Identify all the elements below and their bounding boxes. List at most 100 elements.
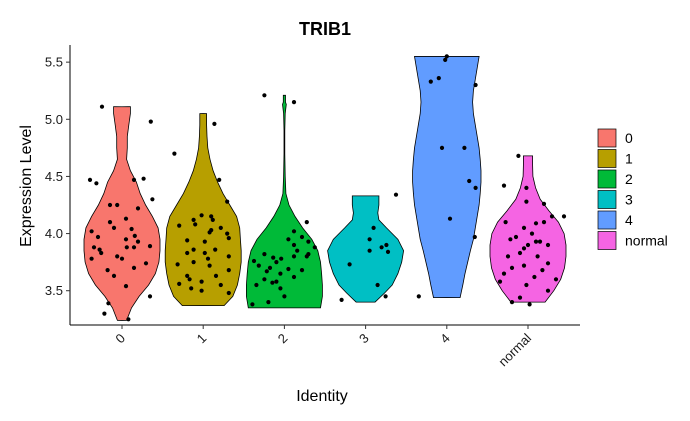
point-1-9 bbox=[218, 225, 223, 230]
point-normal-28 bbox=[524, 282, 529, 288]
point-2-18 bbox=[267, 265, 273, 270]
point-2-6 bbox=[291, 242, 297, 248]
point-4-0 bbox=[444, 54, 449, 59]
point-2-29 bbox=[266, 300, 271, 305]
point-0-21 bbox=[131, 245, 137, 250]
point-4-5 bbox=[439, 145, 445, 150]
point-1-19 bbox=[202, 250, 207, 256]
point-1-2 bbox=[225, 199, 230, 204]
point-2-15 bbox=[251, 258, 257, 264]
point-0-34 bbox=[126, 317, 131, 322]
point-2-4 bbox=[299, 234, 305, 240]
point-1-16 bbox=[191, 247, 196, 252]
x-tick-label-0: 0 bbox=[112, 331, 128, 347]
violin-normal bbox=[489, 155, 567, 303]
point-0-19 bbox=[147, 244, 153, 249]
point-normal-22 bbox=[521, 263, 527, 268]
x-tick-label-3: 3 bbox=[356, 331, 372, 347]
point-1-21 bbox=[205, 256, 211, 261]
point-2-7 bbox=[306, 239, 311, 244]
point-normal-0 bbox=[516, 153, 521, 158]
point-4-10 bbox=[472, 234, 477, 240]
point-3-9 bbox=[393, 192, 399, 197]
legend-swatch-normal bbox=[597, 231, 617, 250]
point-2-31 bbox=[304, 254, 309, 259]
y-tick-label-0: 3.5 bbox=[45, 283, 63, 298]
violin-4 bbox=[412, 55, 482, 299]
point-1-11 bbox=[207, 230, 212, 235]
point-normal-3 bbox=[524, 199, 529, 204]
point-0-0 bbox=[107, 202, 113, 208]
y-tick-label-4: 5.5 bbox=[45, 55, 63, 70]
point-1-23 bbox=[175, 262, 180, 267]
point-normal-9 bbox=[521, 225, 527, 230]
point-normal-26 bbox=[532, 274, 537, 280]
point-0-12 bbox=[89, 229, 94, 234]
point-0-28 bbox=[105, 268, 110, 273]
point-normal-8 bbox=[533, 221, 539, 226]
legend-label-1: 1 bbox=[625, 151, 633, 167]
point-0-13 bbox=[132, 233, 137, 238]
point-2-19 bbox=[286, 266, 291, 272]
point-4-7 bbox=[467, 178, 472, 184]
y-axis-title: Expression Level bbox=[18, 125, 35, 247]
point-normal-5 bbox=[549, 214, 555, 219]
point-normal-20 bbox=[535, 254, 540, 259]
point-1-8 bbox=[177, 223, 182, 228]
point-normal-21 bbox=[545, 261, 551, 266]
point-2-13 bbox=[271, 255, 276, 260]
point-normal-12 bbox=[537, 239, 543, 244]
point-3-8 bbox=[383, 294, 388, 299]
point-0-32 bbox=[102, 311, 107, 316]
point-3-4 bbox=[385, 249, 391, 254]
x-tick-label-5: normal bbox=[495, 330, 534, 369]
point-0-20 bbox=[97, 247, 102, 252]
point-0-7 bbox=[135, 206, 141, 211]
point-3-2 bbox=[379, 245, 384, 250]
point-0-27 bbox=[131, 265, 137, 270]
point-2-22 bbox=[278, 271, 283, 276]
point-2-0 bbox=[262, 93, 267, 98]
point-1-32 bbox=[226, 290, 231, 296]
point-1-7 bbox=[193, 222, 198, 227]
point-normal-32 bbox=[527, 302, 532, 307]
point-0-14 bbox=[95, 234, 101, 240]
legend-label-normal: normal bbox=[625, 233, 668, 249]
chart-title: TRIB1 bbox=[299, 19, 351, 39]
point-1-14 bbox=[185, 238, 190, 243]
point-3-6 bbox=[375, 282, 380, 288]
point-2-23 bbox=[291, 274, 297, 280]
point-normal-17 bbox=[521, 246, 527, 251]
point-2-30 bbox=[250, 302, 255, 307]
point-4-1 bbox=[443, 57, 448, 63]
legend: 0 1 2 3 4 normal bbox=[597, 128, 668, 250]
point-1-3 bbox=[199, 213, 204, 218]
point-1-1 bbox=[217, 177, 222, 182]
point-1-20 bbox=[226, 254, 231, 259]
point-normal-1 bbox=[501, 183, 507, 188]
y-tick-label-1: 4.0 bbox=[45, 226, 63, 241]
violin-3 bbox=[327, 195, 405, 303]
point-1-12 bbox=[225, 231, 230, 236]
point-0-2 bbox=[94, 181, 99, 186]
legend-swatch-2 bbox=[597, 169, 617, 189]
point-normal-34 bbox=[561, 214, 567, 219]
point-normal-33 bbox=[553, 277, 559, 282]
point-1-29 bbox=[177, 281, 182, 286]
x-tick-label-1: 1 bbox=[194, 331, 210, 347]
point-0-30 bbox=[123, 284, 129, 289]
violin-2 bbox=[246, 94, 323, 309]
point-0-24 bbox=[89, 256, 94, 261]
point-1-0 bbox=[172, 151, 177, 156]
point-3-0 bbox=[371, 225, 376, 230]
point-2-14 bbox=[279, 256, 284, 261]
point-normal-11 bbox=[513, 234, 519, 240]
violin-1 bbox=[164, 113, 242, 307]
point-4-6 bbox=[462, 145, 467, 150]
y-tick-label-2: 4.5 bbox=[45, 169, 63, 184]
point-2-2 bbox=[304, 220, 309, 225]
legend-swatch-4 bbox=[597, 210, 617, 230]
point-1-27 bbox=[213, 273, 219, 278]
point-1-28 bbox=[199, 279, 204, 284]
point-normal-25 bbox=[501, 271, 507, 276]
